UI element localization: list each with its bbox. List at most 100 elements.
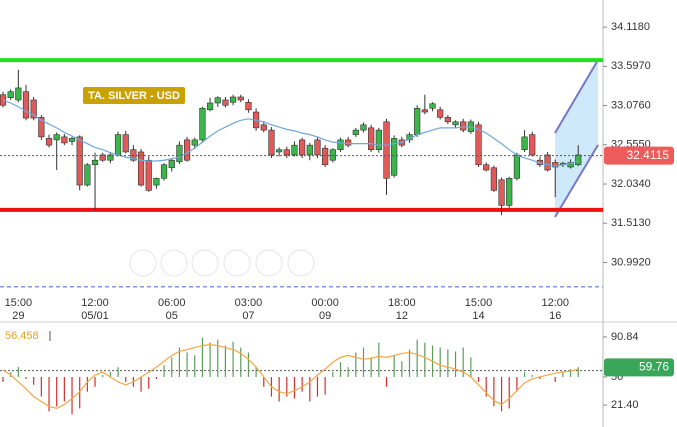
x-tick-label-line: 12 — [396, 310, 408, 322]
x-tick-label-line: 12:00 — [81, 297, 109, 309]
x-tick-label-line: 00:00 — [311, 297, 339, 309]
candle-body — [383, 121, 390, 179]
candle-body — [544, 154, 551, 171]
candle-body — [421, 109, 428, 113]
candle-body — [260, 124, 267, 131]
candle-body — [168, 159, 175, 169]
oscillator-line — [2, 344, 579, 410]
x-tick-label-line: 05/01 — [81, 310, 109, 322]
nav-button[interactable] — [287, 249, 315, 277]
x-tick-label-line: 12:00 — [541, 297, 569, 309]
y-tick-label: 32.0340 — [611, 178, 651, 190]
candle-body — [322, 147, 329, 166]
candle-body — [498, 179, 505, 206]
candle-body — [521, 136, 528, 150]
x-tick-label-line: 07 — [242, 310, 254, 322]
candle-body — [183, 139, 191, 161]
x-tick-label: 12:00 16 — [541, 297, 569, 322]
candle-body — [314, 139, 321, 156]
candle-body — [137, 151, 145, 186]
candle-body — [291, 144, 298, 156]
candle-body — [414, 107, 421, 135]
x-tick-label-line: 09 — [319, 310, 331, 322]
candle-body — [153, 177, 160, 186]
nav-button[interactable] — [223, 249, 251, 277]
candle-body — [84, 164, 91, 186]
nav-button[interactable] — [129, 249, 157, 277]
chart-title: TA. SILVER - USD — [88, 90, 180, 102]
candle-body — [230, 96, 237, 103]
channel-fill — [555, 60, 598, 217]
title-badge — [83, 87, 185, 104]
candle-body — [107, 154, 114, 161]
candle-body — [130, 149, 137, 161]
candle-body — [145, 159, 152, 191]
nav-button[interactable] — [160, 249, 188, 277]
candle-body — [575, 154, 582, 166]
last-value-tag-bg — [604, 358, 674, 377]
x-tick-label-line: 16 — [549, 310, 561, 322]
candle-body — [513, 154, 520, 179]
y-tick-label: 31.5130 — [611, 217, 651, 229]
candle-body — [360, 124, 367, 131]
candle-body — [237, 96, 244, 101]
x-tick-label-line: 03:00 — [235, 297, 263, 309]
x-tick-label: 12:00 05/01 — [81, 297, 109, 322]
candle-body — [352, 129, 359, 135]
nav-button[interactable] — [255, 249, 283, 277]
channel-line — [554, 144, 599, 218]
nav-buttons[interactable] — [129, 249, 315, 277]
x-tick-label-line: 18:00 — [388, 297, 416, 309]
y-tick-label: 33.0760 — [611, 99, 651, 111]
candle-body — [199, 107, 206, 141]
candle-body — [38, 117, 45, 138]
candle-body — [329, 149, 336, 161]
candle-body — [337, 139, 344, 150]
channel-line — [554, 59, 599, 134]
y-tick-label: 33.5970 — [611, 60, 651, 72]
candle-body — [61, 136, 68, 144]
x-tick-label-line: 15:00 — [5, 297, 33, 309]
candle-body — [444, 117, 451, 123]
candle-body — [452, 121, 459, 126]
x-tick-label: 15:00 29 — [5, 297, 33, 322]
candle-body — [214, 97, 221, 104]
candle-body — [68, 138, 76, 142]
candle-body — [345, 139, 352, 146]
x-tick-label-line: 06:00 — [158, 297, 186, 309]
last-value-tag: 59.76 — [639, 360, 669, 374]
candle-body — [552, 162, 559, 168]
x-tick-label: 03:00 07 — [235, 297, 263, 322]
candle-body — [391, 138, 398, 176]
candle-body — [375, 129, 382, 150]
x-tick-label-line: 05 — [166, 310, 178, 322]
candle-body — [76, 136, 83, 186]
x-tick-label: 15:00 14 — [465, 297, 493, 322]
candle-body — [567, 162, 574, 168]
candle-body — [299, 139, 306, 156]
candle-body — [53, 134, 60, 141]
last-price-tag: 32.4115 — [627, 148, 670, 162]
candle-body — [160, 164, 168, 179]
candle-body — [22, 91, 30, 119]
candle-body — [490, 167, 497, 191]
candle-body — [460, 121, 467, 131]
candle-body — [206, 102, 214, 111]
x-tick-label-line: 29 — [12, 310, 24, 322]
x-tick-label: 18:00 12 — [388, 297, 416, 322]
candle-body — [368, 127, 375, 150]
candle-body — [7, 91, 14, 99]
x-tick-label-line: 15:00 — [465, 297, 493, 309]
candle-body — [437, 109, 444, 118]
y-tick-label: 21.40 — [611, 399, 639, 411]
candle-body — [268, 129, 275, 156]
candle-body — [475, 124, 482, 166]
x-tick-label-line: 14 — [472, 310, 484, 322]
candle-body — [245, 101, 252, 111]
candle-body — [429, 103, 436, 109]
nav-button[interactable] — [191, 249, 219, 277]
candle-body — [99, 154, 106, 161]
candle-body — [122, 134, 129, 153]
